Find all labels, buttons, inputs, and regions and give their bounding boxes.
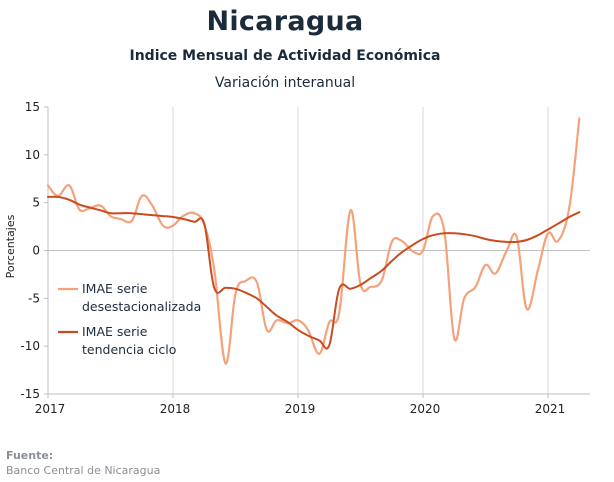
y-tick-label: -10	[20, 339, 40, 353]
legend-label-raw: IMAE serie	[82, 281, 148, 296]
legend-label-trend: IMAE serie	[82, 324, 148, 339]
x-tick-label: 2020	[410, 402, 441, 416]
series-line-raw	[46, 117, 581, 365]
y-tick-label: 0	[32, 244, 40, 258]
x-tick-label: 2017	[35, 402, 66, 416]
chart-subtitle-secondary: Variación interanual	[214, 75, 356, 91]
legend: IMAE serie desestacionalizada IMAE serie te…	[58, 281, 201, 357]
x-tick-label: 2018	[160, 402, 191, 416]
y-tick-label: -15	[20, 387, 40, 401]
source-text: Banco Central de Nicaragua	[6, 464, 161, 477]
x-tick-label: 2021	[535, 402, 566, 416]
source-label: Fuente:	[6, 449, 54, 462]
chart-subtitle: Indice Mensual de Actividad Económica	[129, 48, 441, 64]
series-line-trend	[47, 195, 581, 350]
y-tick-label: 15	[25, 100, 40, 114]
y-tick-label: -5	[28, 291, 40, 305]
y-tick-label: 5	[32, 196, 40, 210]
y-axis-label: Porcentajes	[4, 214, 17, 278]
chart-title: Nicaragua	[206, 6, 364, 37]
series-lines	[46, 117, 581, 365]
y-tick-label: 10	[25, 148, 40, 162]
x-tick-label: 2019	[285, 402, 316, 416]
legend-label-trend: tendencia ciclo	[82, 342, 176, 357]
legend-label-raw: desestacionalizada	[82, 299, 201, 314]
